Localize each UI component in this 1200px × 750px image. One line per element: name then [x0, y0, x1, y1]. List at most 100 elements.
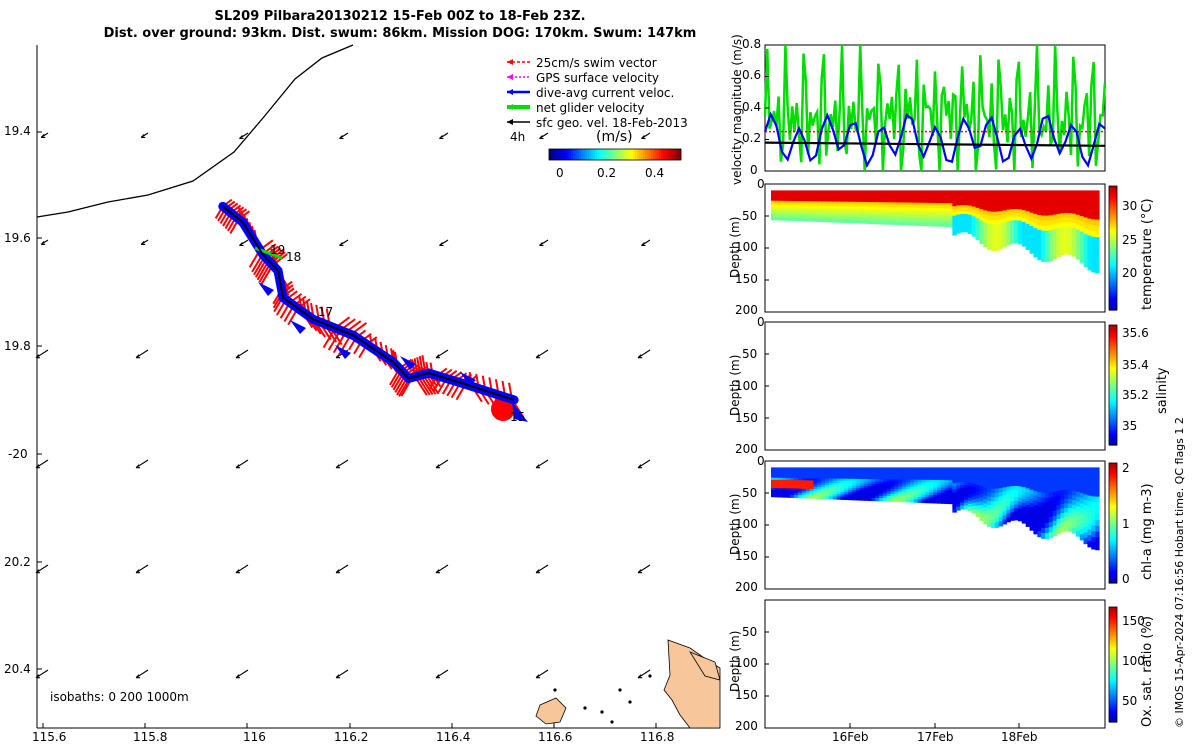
sal-colorbar-cell [1109, 357, 1117, 360]
temperature-panel-cell [782, 196, 788, 200]
temperature-panel-cell [813, 196, 818, 201]
chla-panel-cell [1017, 467, 1023, 473]
temperature-panel-cell [774, 200, 780, 204]
chla-panel-cell [1091, 519, 1096, 527]
chla-panel-cell [790, 469, 795, 473]
temperature-panel-cell [971, 213, 977, 218]
chla-panel-cell [879, 493, 884, 497]
temperature-panel-cell [936, 213, 942, 217]
temperature-panel-cell [1060, 236, 1065, 242]
chla-panel-cell [790, 494, 795, 498]
temperature-panel-cell [828, 203, 834, 207]
sal-colorbar-cell [1109, 407, 1117, 410]
chla-panel-cell [1060, 471, 1065, 478]
map-ytick-202: 20.2 [4, 555, 31, 569]
chla-panel-cell [948, 492, 953, 497]
chla-panel-cell [840, 469, 845, 473]
map-colorbar-cell [679, 149, 682, 160]
chla-panel-cell [1006, 486, 1011, 492]
chla-panel-cell [840, 471, 845, 476]
temperature-panel-cell [925, 192, 930, 197]
temperature-panel-cell [940, 192, 946, 197]
chla-panel-cell [1044, 507, 1050, 514]
temperature-panel-cell [1021, 218, 1027, 223]
chla-panel-cell [813, 484, 818, 488]
chla-colorbar-cell [1109, 469, 1117, 472]
chla-panel-cell [852, 469, 857, 473]
temperature-panel-cell [867, 206, 872, 211]
chla-panel-cell [836, 469, 842, 473]
temperature-panel-cell [902, 190, 907, 194]
temperature-panel-cell [848, 217, 853, 221]
sal-colorbar-cell [1109, 403, 1117, 406]
ox-colorbar-cell [1109, 695, 1117, 698]
temp-colorbar-cell [1109, 237, 1117, 241]
temperature-panel-cell [1056, 227, 1062, 234]
chla-panel-cell [1079, 518, 1085, 525]
temperature-panel-cell [987, 194, 992, 200]
chla-panel-cell [967, 506, 973, 511]
temperature-panel-cell [1064, 230, 1069, 237]
chla-panel-cell [890, 472, 896, 476]
temp-colorbar-cell [1109, 206, 1117, 210]
sal-colorbar-cell [1109, 331, 1117, 334]
chla-panel-cell [852, 467, 857, 471]
temperature-panel-cell [1017, 209, 1023, 215]
chla-panel-cell [825, 467, 830, 471]
temperature-panel-cell [798, 213, 803, 217]
temp-colorbar-cell [1109, 217, 1117, 220]
temperature-panel-cell [987, 236, 992, 242]
chla-panel-cell [913, 482, 919, 486]
temperature-panel-cell [886, 190, 892, 194]
temperature-panel-cell [1017, 205, 1023, 211]
chla-panel-cell [1095, 490, 1100, 498]
chla-panel-cell [990, 471, 996, 477]
temperature-panel-cell [844, 208, 849, 212]
chla-colorbar-cell [1109, 547, 1117, 550]
temperature-panel-cell [798, 215, 803, 220]
map-colorbar-cell [669, 149, 672, 160]
temperature-panel-cell [1037, 205, 1042, 212]
temperature-panel-cell [1087, 218, 1092, 226]
temperature-panel-cell [1091, 230, 1096, 238]
chla-panel-cell [1029, 520, 1034, 527]
chla-panel-cell [1052, 520, 1058, 527]
temperature-panel-cell [879, 192, 884, 197]
temperature-panel-cell [1075, 229, 1081, 236]
temperature-panel-cell [774, 211, 780, 215]
chla-colorbar-cell [1109, 559, 1117, 562]
chla-panel-cell [821, 495, 826, 500]
sal-cbar-tick-35: 35 [1122, 419, 1138, 433]
chla-panel-cell [817, 469, 822, 473]
day-label-18: 18 [286, 250, 302, 264]
chla-panel-cell [798, 488, 803, 492]
temperature-panel-cell [987, 219, 992, 225]
temperature-panel-cell [979, 220, 984, 226]
chla-colorbar-cell [1109, 573, 1117, 576]
temperature-panel-cell [879, 204, 884, 208]
ox-colorbar-cell [1109, 700, 1117, 704]
chla-panel-cell [975, 502, 980, 507]
chla-panel-cell [944, 477, 950, 482]
temperature-panel-cell [917, 192, 923, 197]
chla-panel-cell [840, 467, 845, 471]
chla-panel-cell [1087, 484, 1092, 491]
temperature-panel-cell [809, 190, 815, 194]
temperature-panel-cell [979, 197, 984, 203]
chla-panel-cell [840, 494, 845, 498]
temperature-panel-cell [944, 192, 950, 197]
temperature-panel-cell [1037, 219, 1042, 226]
chla-panel-cell [1010, 486, 1015, 491]
temperature-panel-cell [798, 207, 803, 211]
temperature-panel-cell [848, 197, 853, 201]
sal-colorbar-cell [1109, 371, 1117, 374]
temperature-panel-cell [782, 215, 788, 219]
land-patch [689, 651, 721, 681]
temperature-panel-cell [771, 198, 776, 202]
ox-colorbar-cell [1109, 674, 1117, 677]
temperature-panel-cell [1010, 205, 1015, 211]
temperature-panel-cell [774, 217, 780, 221]
temperature-panel-cell [1021, 190, 1027, 196]
temperature-panel-cell [813, 207, 818, 211]
chla-panel-cell [825, 491, 830, 495]
